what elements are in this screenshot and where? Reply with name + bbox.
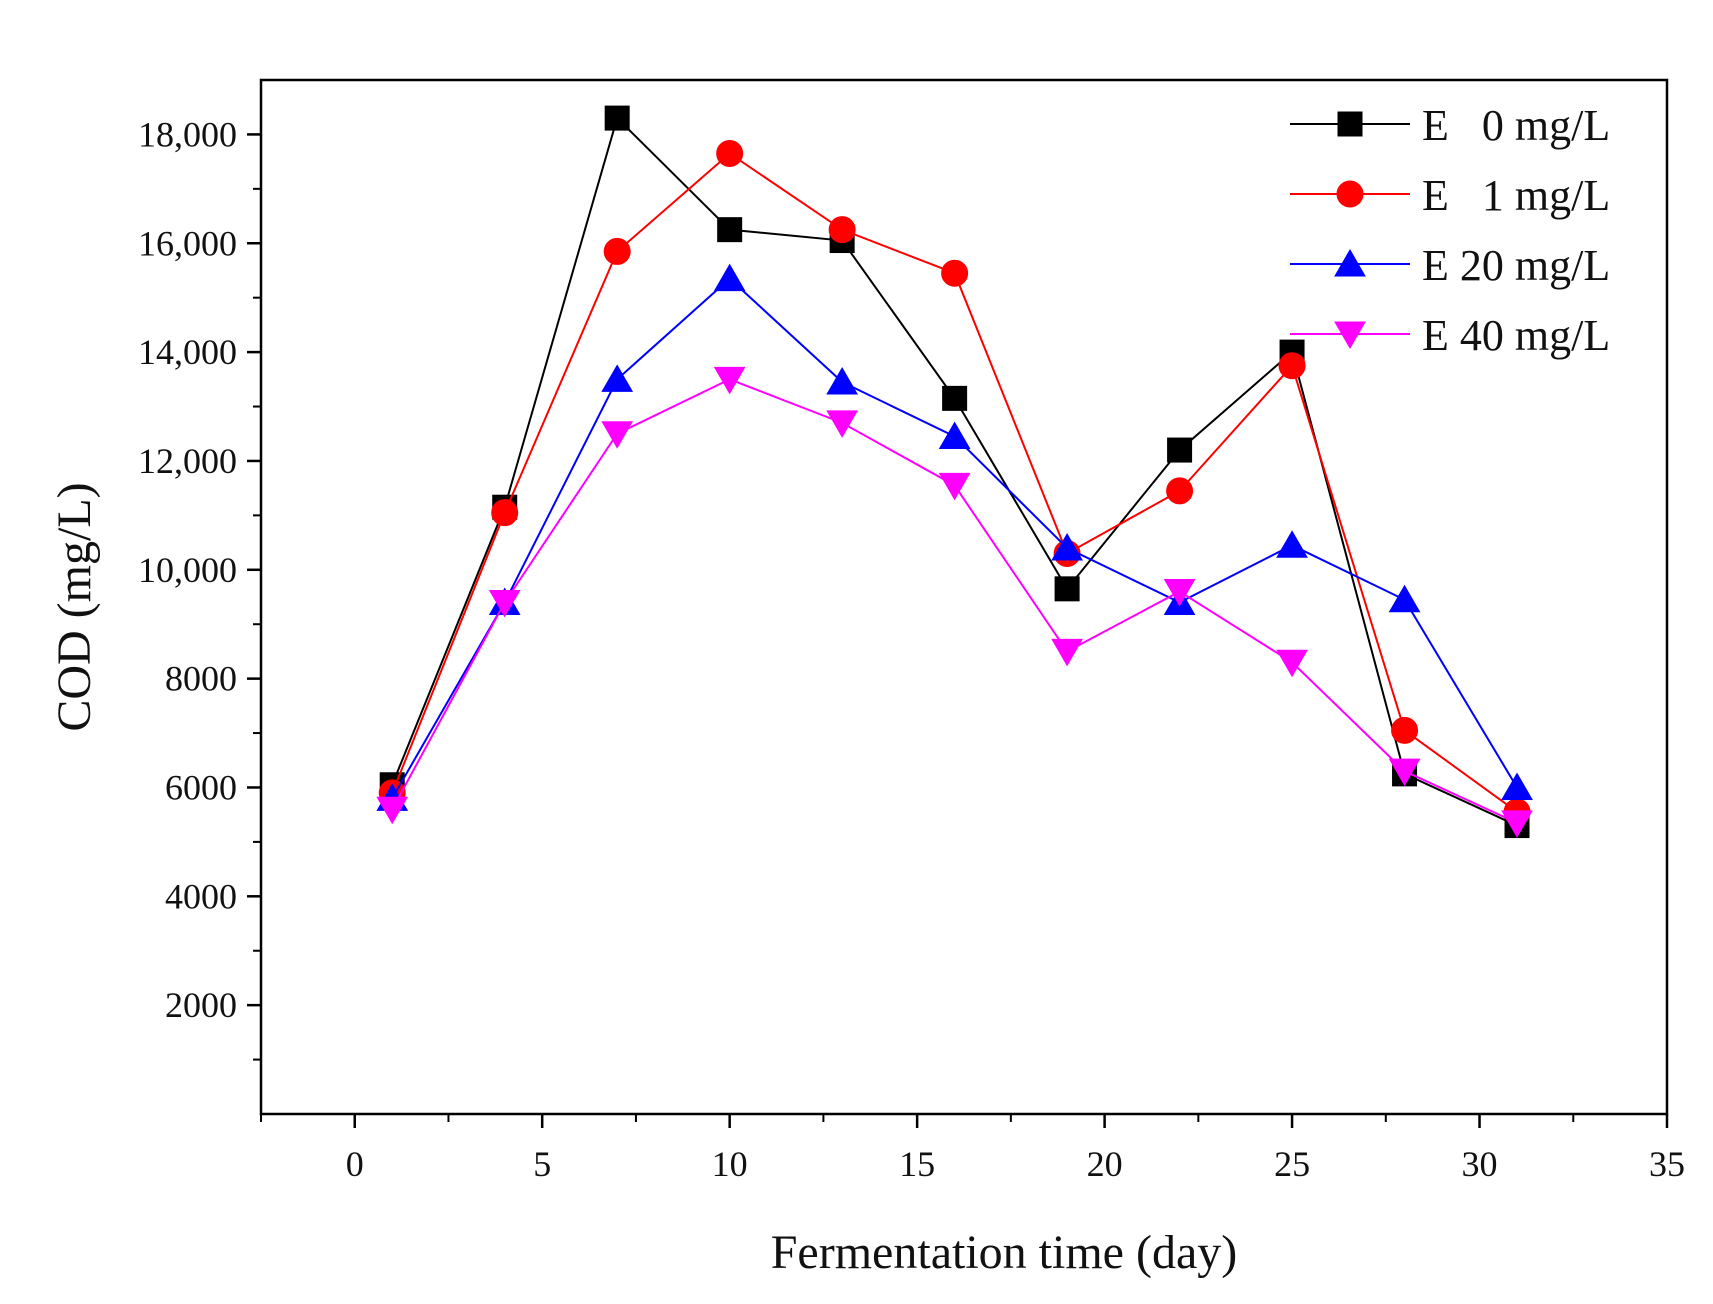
data-point (376, 796, 409, 825)
legend-entry: E 1 mg/L (1290, 171, 1610, 220)
y-axis-title: COD (mg/L) (48, 482, 101, 731)
data-point (601, 364, 634, 392)
data-point (1051, 638, 1083, 667)
x-tick-label: 35 (1649, 1144, 1685, 1184)
data-point (713, 366, 746, 395)
data-point (1278, 352, 1306, 380)
data-point (1388, 584, 1421, 613)
y-tick-label: 6000 (165, 767, 237, 807)
x-tick-label: 25 (1274, 1144, 1310, 1184)
data-point (941, 259, 969, 287)
data-point (1391, 716, 1419, 744)
x-tick-label: 30 (1462, 1144, 1498, 1184)
y-tick-label: 10,000 (138, 550, 237, 590)
series-2 (376, 263, 1533, 811)
data-point (488, 589, 521, 618)
data-point (1388, 758, 1421, 787)
legend-label: E 1 mg/L (1422, 171, 1610, 220)
data-point (1166, 477, 1194, 505)
y-tick-label: 2000 (165, 985, 237, 1025)
series-line (391, 277, 1518, 799)
data-point (942, 385, 968, 411)
legend-label: E 20 mg/L (1422, 241, 1610, 290)
y-tick-label: 12,000 (138, 441, 237, 481)
data-point (1051, 533, 1083, 561)
data-point (1501, 810, 1533, 838)
legend-entry: E 0 mg/L (1290, 101, 1610, 150)
series-0 (379, 105, 1530, 839)
data-point (717, 217, 743, 243)
data-point (604, 105, 630, 131)
y-tick-label: 14,000 (138, 332, 237, 372)
x-tick-label: 15 (899, 1144, 935, 1184)
x-tick-label: 10 (712, 1144, 748, 1184)
y-tick-label: 18,000 (138, 114, 237, 154)
data-point (1501, 772, 1533, 800)
data-point (716, 139, 744, 167)
data-point (1167, 437, 1193, 463)
data-point (1276, 530, 1308, 558)
legend-marker (1336, 180, 1364, 208)
data-point (1276, 649, 1308, 678)
legend-marker (1334, 321, 1366, 350)
x-tick-label: 20 (1087, 1144, 1123, 1184)
data-point (828, 216, 856, 244)
data-point (713, 263, 746, 292)
legend-entry: E 40 mg/L (1290, 311, 1610, 360)
legend-marker (1334, 248, 1366, 277)
series-line (391, 116, 1518, 827)
x-tick-label: 5 (533, 1144, 551, 1184)
legend-entry: E 20 mg/L (1290, 241, 1610, 290)
data-point (1054, 576, 1080, 602)
y-tick-label: 16,000 (138, 223, 237, 263)
data-point (826, 410, 859, 438)
legend-label: E 0 mg/L (1422, 101, 1610, 150)
legend-marker (1337, 111, 1363, 137)
data-point (1163, 579, 1196, 607)
data-point (938, 472, 971, 501)
data-point (826, 367, 859, 395)
series-3 (376, 366, 1533, 838)
legend-label: E 40 mg/L (1422, 311, 1610, 360)
y-tick-label: 8000 (165, 659, 237, 699)
y-tick-label: 4000 (165, 876, 237, 916)
data-point (938, 421, 971, 449)
x-tick-label: 0 (346, 1144, 364, 1184)
data-point (601, 421, 634, 449)
plot-frame (259, 78, 1669, 1116)
data-point (603, 237, 631, 265)
x-axis-title: Fermentation time (day) (771, 1226, 1238, 1279)
data-point (491, 499, 519, 527)
